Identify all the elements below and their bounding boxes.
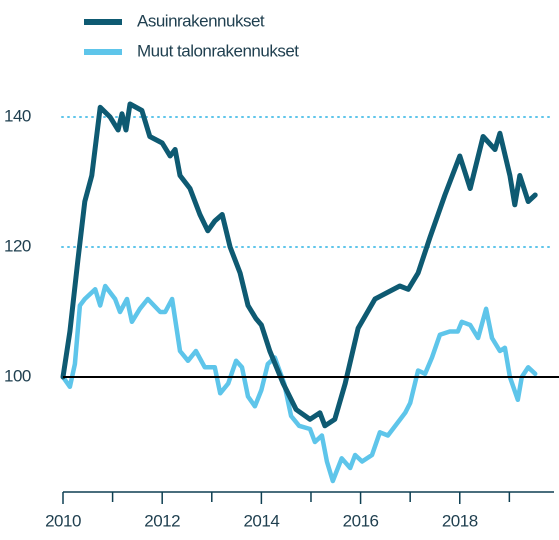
series-line	[60, 283, 538, 484]
x-tick-label: 2016	[343, 511, 379, 530]
y-tick-label: 120	[4, 236, 31, 255]
legend-label: Asuinrakennukset	[137, 11, 265, 30]
x-tick-label: 2014	[243, 511, 279, 530]
y-tick-label: 100	[4, 366, 31, 385]
x-tick-label: 2012	[144, 511, 180, 530]
series-line	[60, 101, 538, 429]
legend-label: Muut talonrakennukset	[137, 41, 299, 60]
y-tick-label: 140	[4, 106, 31, 125]
x-tick-label: 2018	[442, 511, 478, 530]
x-tick-label: 2010	[45, 511, 81, 530]
